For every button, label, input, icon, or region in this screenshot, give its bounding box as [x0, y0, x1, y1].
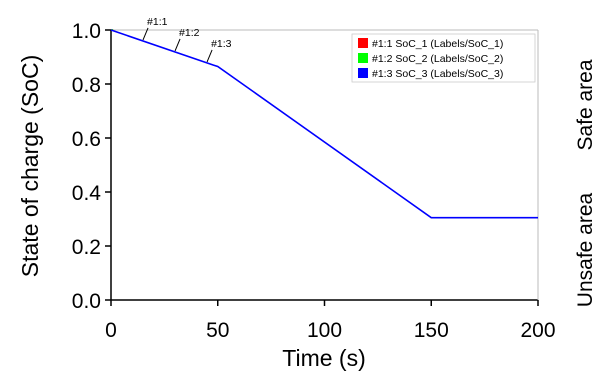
axis-ticks: [105, 29, 539, 306]
series-annotation: #1:3: [211, 38, 232, 50]
series-line-3: [110, 29, 538, 219]
legend-swatch: [358, 38, 368, 48]
x-tick-label: 50: [206, 319, 229, 342]
y-tick-label: 0.4: [72, 182, 102, 205]
annotation-leader: [174, 38, 181, 52]
x-tick-label: 0: [105, 319, 117, 342]
y-tick-label: 0.6: [72, 128, 101, 151]
axis-tick-labels: 0 50 100 150 200 0.0 0.2 0.4 0.6 0.8 1.0: [72, 20, 556, 342]
series-annotations: #1:1 #1:2 #1:3: [142, 16, 232, 63]
legend-swatch: [358, 68, 368, 78]
y-tick-label: 0.8: [72, 74, 101, 97]
y-tick-label: 1.0: [72, 20, 101, 43]
legend-entry: #1:1 SoC_1 (Labels/SoC_1): [372, 38, 503, 50]
legend: #1:1 SoC_1 (Labels/SoC_1) #1:2 SoC_2 (Lab…: [351, 33, 536, 83]
series-annotation: #1:1: [147, 16, 168, 28]
legend-swatch: [358, 53, 368, 63]
unsafe-area-label: Unsafe area: [574, 192, 597, 307]
x-tick-label: 200: [520, 319, 555, 342]
x-tick-label: 150: [414, 319, 449, 342]
safe-area-label: Safe area: [574, 59, 597, 150]
series-layer: [110, 29, 538, 219]
legend-entry: #1:2 SoC_2 (Labels/SoC_2): [372, 53, 503, 65]
legend-box: [351, 33, 536, 83]
x-axis-title: Time (s): [282, 345, 365, 371]
annotation-leader: [142, 27, 149, 41]
y-tick-label: 0.2: [72, 236, 101, 259]
y-axis-title: State of charge (SoC): [17, 55, 43, 277]
y-tick-label: 0.0: [72, 290, 101, 313]
annotation-leader: [206, 49, 213, 63]
legend-entry: #1:3 SoC_3 (Labels/SoC_3): [372, 68, 503, 80]
series-annotation: #1:2: [179, 27, 200, 39]
x-tick-label: 100: [307, 319, 342, 342]
